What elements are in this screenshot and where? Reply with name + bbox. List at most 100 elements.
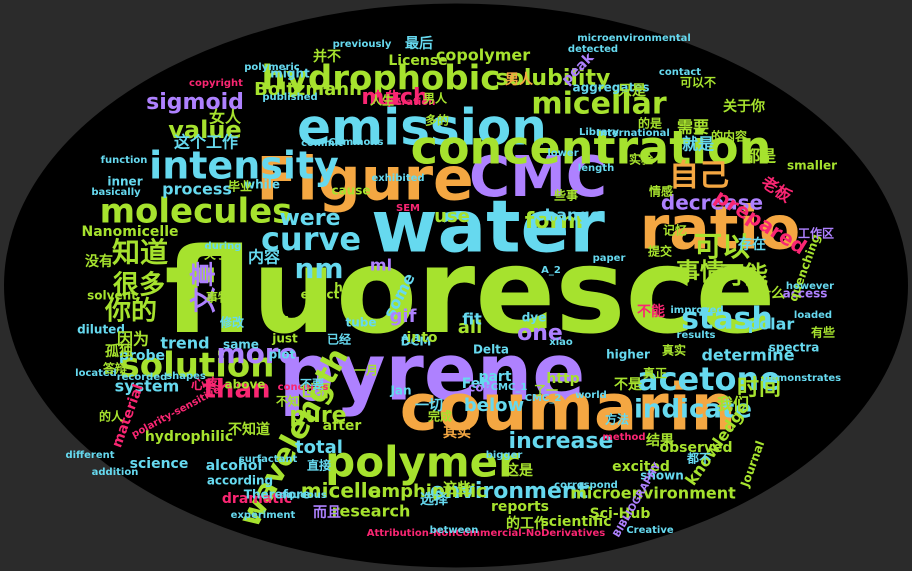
cloud-word: aqueous [279, 490, 327, 501]
cloud-word: contact [659, 67, 701, 78]
cloud-word: 一月 [354, 364, 378, 378]
cloud-word: coumarin [400, 372, 736, 446]
cloud-word: 的工作 [506, 515, 548, 532]
cloud-word: trend [160, 334, 209, 353]
cloud-word: 女人 [209, 108, 242, 127]
cloud-word: 选择 [420, 491, 449, 508]
cloud-word: A_2 [541, 265, 561, 276]
cloud-word: 最后 [405, 35, 433, 52]
cloud-word: core [468, 381, 497, 395]
cloud-word: 不知道 [228, 421, 270, 438]
cloud-word: surfactant [239, 454, 298, 465]
cloud-word: smaller [787, 159, 837, 173]
cloud-word: detected [568, 44, 618, 55]
cloud-word: 事物 [206, 290, 230, 305]
cloud-word: concerns [278, 382, 329, 393]
cloud-word: 可以不 [680, 76, 716, 90]
cloud-word: experiment [231, 510, 296, 521]
cloud-word: 完成 [428, 409, 452, 424]
cloud-word: according [207, 474, 273, 488]
cloud-word: during [205, 241, 242, 252]
cloud-word: hydrophilic [145, 429, 233, 445]
cloud-word: Library [579, 127, 620, 138]
cloud-word: 方法 [605, 412, 629, 427]
cloud-word: solution [120, 346, 275, 386]
cloud-word: 修改 [219, 315, 245, 330]
cloud-word: pure [289, 403, 346, 428]
cloud-word: previously [333, 39, 392, 50]
cloud-word: CMC_2 [525, 393, 562, 404]
cloud-word: effect [301, 288, 340, 302]
cloud-word: copolymer [436, 46, 530, 65]
cloud-word: value [168, 116, 241, 144]
cloud-word: 就是 [682, 135, 714, 154]
cloud-word: Jan [389, 384, 411, 398]
cloud-word: after [323, 418, 362, 434]
cloud-word: 这个工作 [174, 133, 238, 152]
cloud-word: A_1 [401, 333, 421, 344]
cloud-word: just [271, 332, 298, 346]
cloud-word: paper [593, 253, 626, 264]
cloud-word: fluoresce [165, 222, 776, 360]
cloud-word: use [434, 206, 470, 227]
cloud-word: 些事 [554, 188, 578, 203]
cloud-word: 不要 [300, 377, 324, 392]
cloud-word: 人生 [370, 93, 394, 108]
cloud-word: above [225, 378, 266, 392]
cloud-word: nm [294, 252, 343, 285]
cloud-word: Figure [256, 145, 474, 215]
cloud-word: fit [462, 310, 482, 329]
cloud-word: 毕业 [228, 179, 252, 194]
cloud-word: 时间 [737, 376, 781, 401]
cloud-word: polymer [325, 438, 519, 487]
cloud-word: water [371, 185, 605, 269]
cloud-word: License [388, 53, 447, 69]
cloud-word: inner [107, 175, 142, 189]
cloud-word: located [75, 368, 117, 379]
cloud-word: gif [390, 306, 417, 327]
cloud-word: alcohol [206, 458, 263, 474]
cloud-word: little [265, 315, 297, 329]
cloud-word: 工作区 [798, 226, 834, 241]
cloud-word: tube [345, 316, 376, 330]
cloud-word: 只是 [618, 83, 647, 99]
cloud-word: 这些 [443, 480, 471, 497]
cloud-word: 文章 [189, 261, 220, 313]
cloud-word: 答辩 [103, 361, 127, 376]
cloud-word: 其实 [443, 424, 471, 441]
words-layer: fluorescepyrenewatercoumarinratioFigureC… [65, 33, 841, 539]
cloud-word: 这是 [505, 462, 534, 479]
cloud-word: commit [301, 138, 343, 149]
cloud-word: 都不 [686, 451, 711, 466]
cloud-word: intensity [149, 144, 339, 188]
cloud-word: 世界 [300, 382, 332, 401]
cloud-word: excited [612, 459, 670, 475]
cloud-word: 没有 [85, 253, 113, 270]
cloud-word: below [464, 395, 524, 416]
cloud-word: environment [430, 479, 589, 504]
cloud-word: polymeric [244, 62, 300, 73]
cloud-word: pyrene [279, 328, 585, 418]
cloud-word: science [130, 456, 189, 472]
cloud-word: 的人 [99, 409, 124, 424]
cloud-word: 自己 [669, 159, 729, 194]
cloud-word: Nanomicelle [81, 224, 178, 240]
cloud-word: part [478, 369, 511, 385]
cloud-word: 实验 [629, 152, 654, 167]
cloud-word: observed [659, 440, 732, 456]
cloud-word: 孤独 [105, 343, 133, 360]
cloud-word: access [783, 287, 828, 301]
cloud-word: 一切 [415, 398, 443, 414]
cloud-word: results [677, 330, 716, 341]
cloud-word: amphiphilic [369, 481, 487, 502]
cloud-word: microenvironmental [577, 33, 691, 44]
cloud-word: 人生 [370, 89, 402, 108]
cloud-word: 很多 [113, 271, 165, 301]
cloud-word: improved [670, 305, 723, 316]
cloud-word: International [596, 128, 670, 139]
cloud-word: 知道 [112, 236, 168, 269]
cloud-word: solvent [87, 289, 137, 303]
cloud-word: scientific [540, 514, 611, 530]
